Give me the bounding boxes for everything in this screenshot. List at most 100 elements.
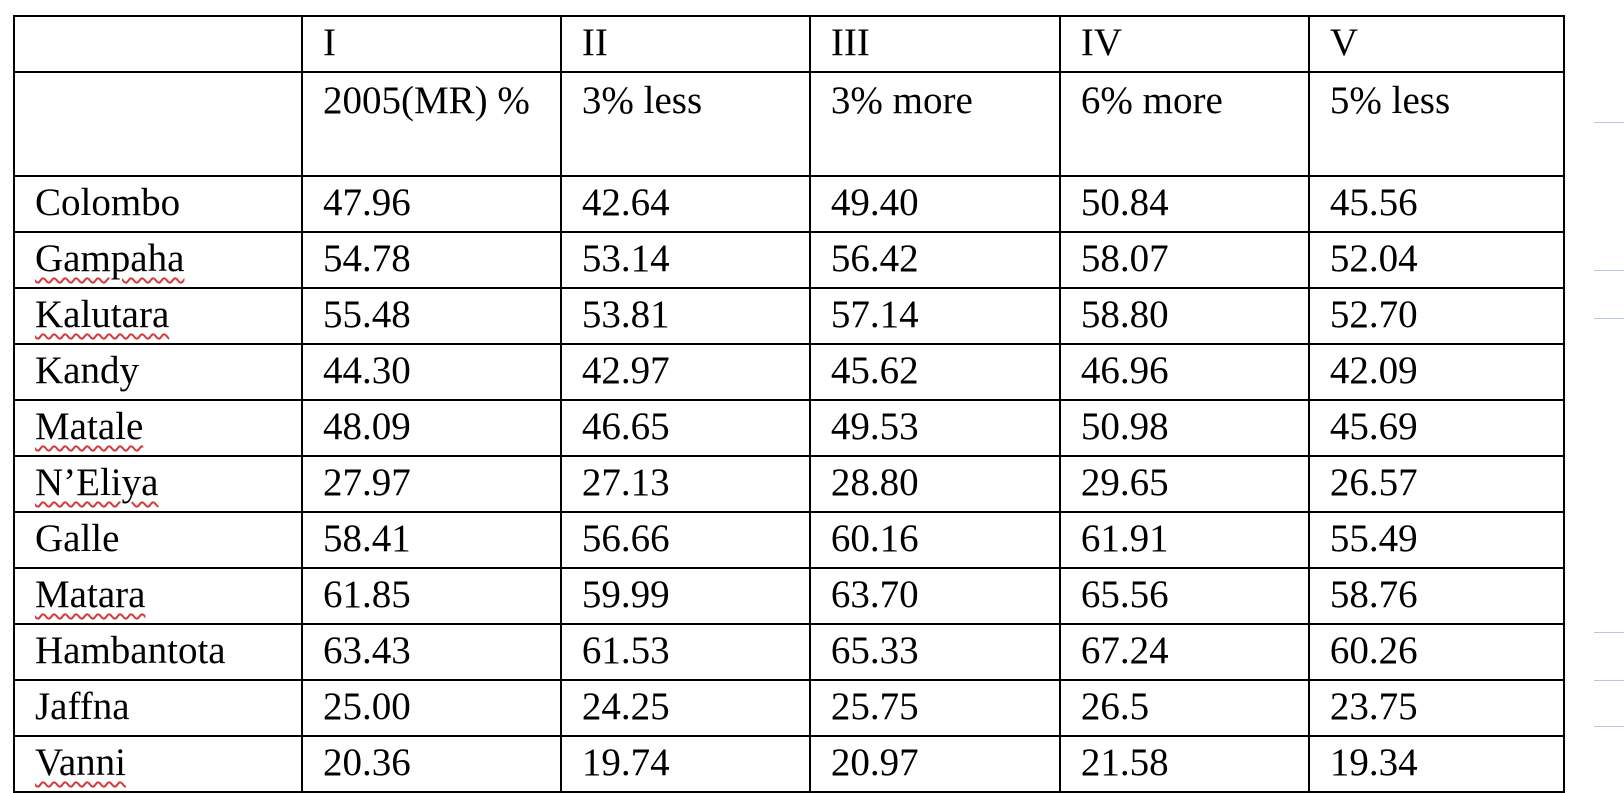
value-cell: 58.41	[301, 511, 562, 569]
value-cell: 29.65	[1058, 455, 1310, 513]
value-cell: 58.80	[1058, 287, 1310, 345]
value-cell: 53.81	[559, 287, 811, 345]
district-name: Matara	[35, 573, 146, 616]
value-cell: 63.43	[301, 623, 562, 681]
district-name: Vanni	[35, 741, 126, 784]
district-cell: Jaffna	[13, 679, 303, 737]
district-name: N’Eliya	[35, 461, 159, 504]
value-cell: 47.96	[301, 175, 562, 233]
value-cell: 25.00	[301, 679, 562, 737]
table-row: Hambantota 63.43 61.53 65.33 67.24 60.26	[13, 623, 1565, 681]
value-cell: 45.69	[1307, 399, 1565, 457]
value-cell: 54.78	[301, 231, 562, 289]
value-cell: 48.09	[301, 399, 562, 457]
value-cell: 65.33	[808, 623, 1061, 681]
value-cell: 42.97	[559, 343, 811, 401]
page-rule-line	[1594, 270, 1624, 271]
value-cell: 58.07	[1058, 231, 1310, 289]
district-cell: Hambantota	[13, 623, 303, 681]
value-cell: 27.97	[301, 455, 562, 513]
header-cell: II	[559, 15, 811, 73]
value-cell: 46.96	[1058, 343, 1310, 401]
district-cell: Gampaha	[13, 231, 303, 289]
value-cell: 52.04	[1307, 231, 1565, 289]
header-cell: III	[808, 15, 1061, 73]
value-cell: 26.57	[1307, 455, 1565, 513]
value-cell: 65.56	[1058, 567, 1310, 625]
table-row: Kandy 44.30 42.97 45.62 46.96 42.09	[13, 343, 1565, 401]
value-cell: 28.80	[808, 455, 1061, 513]
district-cell: Colombo	[13, 175, 303, 233]
value-cell: 49.53	[808, 399, 1061, 457]
table-row: Jaffna 25.00 24.25 25.75 26.5 23.75	[13, 679, 1565, 737]
value-cell: 52.70	[1307, 287, 1565, 345]
table-row: Galle 58.41 56.66 60.16 61.91 55.49	[13, 511, 1565, 569]
header-cell: V	[1307, 15, 1565, 73]
value-cell: 44.30	[301, 343, 562, 401]
header-row-roman: I II III IV V	[13, 15, 1565, 73]
district-cell: Galle	[13, 511, 303, 569]
value-cell: 21.58	[1058, 735, 1310, 793]
district-name: Gampaha	[35, 237, 185, 280]
value-cell: 50.84	[1058, 175, 1310, 233]
table-row: Colombo 47.96 42.64 49.40 50.84 45.56	[13, 175, 1565, 233]
value-cell: 50.98	[1058, 399, 1310, 457]
district-name: Hambantota	[35, 629, 226, 672]
district-name: Jaffna	[35, 685, 130, 728]
district-name: Galle	[35, 517, 120, 560]
table-row: Kalutara 55.48 53.81 57.14 58.80 52.70	[13, 287, 1565, 345]
value-cell: 60.16	[808, 511, 1061, 569]
value-cell: 25.75	[808, 679, 1061, 737]
value-cell: 46.65	[559, 399, 811, 457]
district-name: Colombo	[35, 181, 181, 224]
value-cell: 60.26	[1307, 623, 1565, 681]
value-cell: 53.14	[559, 231, 811, 289]
value-cell: 59.99	[559, 567, 811, 625]
page-rule-line	[1594, 632, 1624, 633]
value-cell: 61.91	[1058, 511, 1310, 569]
page-rule-line	[1594, 726, 1624, 727]
page-rule-line	[1594, 680, 1624, 681]
value-cell: 23.75	[1307, 679, 1565, 737]
value-cell: 20.36	[301, 735, 562, 793]
value-cell: 57.14	[808, 287, 1061, 345]
value-cell: 61.53	[559, 623, 811, 681]
value-cell: 61.85	[301, 567, 562, 625]
table-row: Vanni 20.36 19.74 20.97 21.58 19.34	[13, 735, 1565, 793]
header-cell: 2005(MR) %	[301, 71, 562, 177]
value-cell: 55.48	[301, 287, 562, 345]
header-cell	[13, 71, 303, 177]
value-cell: 20.97	[808, 735, 1061, 793]
header-cell: 6% more	[1058, 71, 1310, 177]
table-row: N’Eliya 27.97 27.13 28.80 29.65 26.57	[13, 455, 1565, 513]
value-cell: 45.56	[1307, 175, 1565, 233]
value-cell: 42.64	[559, 175, 811, 233]
district-cell: Kandy	[13, 343, 303, 401]
value-cell: 24.25	[559, 679, 811, 737]
table-row: Matara 61.85 59.99 63.70 65.56 58.76	[13, 567, 1565, 625]
data-table: I II III IV V 2005(MR) % 3% less 3% more…	[13, 15, 1565, 793]
value-cell: 67.24	[1058, 623, 1310, 681]
value-cell: 55.49	[1307, 511, 1565, 569]
district-name: Matale	[35, 405, 144, 448]
value-cell: 56.66	[559, 511, 811, 569]
header-cell: IV	[1058, 15, 1310, 73]
value-cell: 26.5	[1058, 679, 1310, 737]
table-row: Matale 48.09 46.65 49.53 50.98 45.69	[13, 399, 1565, 457]
table-row: Gampaha 54.78 53.14 56.42 58.07 52.04	[13, 231, 1565, 289]
header-cell: 3% less	[559, 71, 811, 177]
district-cell: N’Eliya	[13, 455, 303, 513]
value-cell: 42.09	[1307, 343, 1565, 401]
value-cell: 63.70	[808, 567, 1061, 625]
header-cell: 3% more	[808, 71, 1061, 177]
value-cell: 27.13	[559, 455, 811, 513]
page-rule-lines	[1584, 0, 1624, 782]
header-cell: I	[301, 15, 562, 73]
district-cell: Matale	[13, 399, 303, 457]
page-rule-line	[1594, 122, 1624, 123]
value-cell: 56.42	[808, 231, 1061, 289]
district-cell: Vanni	[13, 735, 303, 793]
value-cell: 45.62	[808, 343, 1061, 401]
district-cell: Matara	[13, 567, 303, 625]
value-cell: 58.76	[1307, 567, 1565, 625]
